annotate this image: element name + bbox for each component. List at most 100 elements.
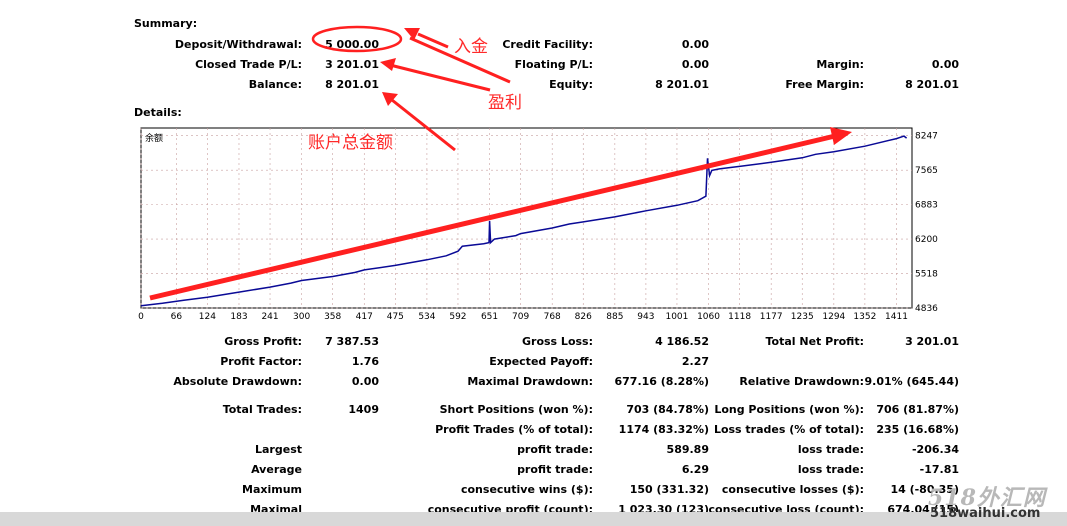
chart-y-tick-label: 7565	[915, 166, 938, 176]
rel-drawdown-label: Relative Drawdown:	[739, 375, 864, 388]
short-positions-label: Short Positions (won %):	[439, 403, 593, 416]
max-cons-wins-label: consecutive wins ($):	[460, 483, 593, 496]
floating-label: Floating P/L:	[514, 58, 593, 71]
max-cons-losses-label: consecutive losses ($):	[721, 483, 864, 496]
chart-x-tick-label: 943	[637, 312, 654, 322]
chart-y-tick-label: 8247	[915, 132, 938, 142]
chart-y-tick-label: 5518	[915, 270, 938, 280]
chart-plot-area	[140, 127, 913, 309]
chart-x-tick-label: 826	[575, 312, 592, 322]
summary-title: Summary:	[134, 17, 198, 30]
abs-drawdown-value: 0.00	[351, 375, 379, 388]
balance-label: Balance:	[248, 78, 302, 91]
chart-y-tick-label: 4836	[915, 304, 938, 314]
chart-x-tick-label: 1060	[697, 312, 720, 322]
chart-x-tick-label: 0	[138, 312, 144, 322]
total-net-profit-value: 3 201.01	[905, 335, 959, 348]
chart-series	[140, 135, 908, 307]
chart-y-tick-label: 6200	[915, 235, 938, 245]
annotation-arrows	[149, 28, 852, 301]
long-positions-label: Long Positions (won %):	[714, 403, 864, 416]
chart-x-tick-label: 1177	[760, 312, 783, 322]
average-profit-value: 6.29	[681, 463, 709, 476]
chart-x-tick-label: 885	[606, 312, 623, 322]
chart-x-tick-label: 241	[261, 312, 278, 322]
free-margin-label: Free Margin:	[785, 78, 864, 91]
balance-value: 8 201.01	[325, 78, 379, 91]
largest-profit-label: profit trade:	[517, 443, 593, 456]
chart-x-tick-label: 1001	[665, 312, 688, 322]
chart-x-tick-label: 417	[356, 312, 373, 322]
max-cons-losses-value: 14 (-80.35)	[890, 483, 959, 496]
credit-value: 0.00	[681, 38, 709, 51]
free-margin-value: 8 201.01	[905, 78, 959, 91]
chart-y-tick-label: 6883	[915, 201, 938, 211]
max-drawdown-label: Maximal Drawdown:	[467, 375, 593, 388]
chart-x-tick-label: 1235	[791, 312, 814, 322]
watermark-logo: 518外汇网	[928, 485, 1046, 511]
gross-profit-label: Gross Profit:	[224, 335, 302, 348]
loss-trades-value: 235 (16.68%)	[876, 423, 959, 436]
average-loss-value: -17.81	[919, 463, 959, 476]
profit-factor-label: Profit Factor:	[220, 355, 302, 368]
profit-annotation: 盈利	[488, 93, 522, 113]
chart-x-tick-label: 1294	[822, 312, 845, 322]
gross-profit-value: 7 387.53	[325, 335, 379, 348]
chart-x-tick-label: 592	[449, 312, 466, 322]
watermark-url: 518waihui.com	[930, 506, 1041, 521]
profit-trades-label: Profit Trades (% of total):	[435, 423, 593, 436]
average-loss-label: loss trade:	[797, 463, 864, 476]
equity-label: Equity:	[549, 78, 593, 91]
chart-x-tick-label: 1118	[728, 312, 751, 322]
deposit-highlight-ellipse	[311, 25, 403, 53]
deposit-value: 5 000.00	[325, 38, 379, 51]
deposit-annotation: 入金	[454, 37, 488, 57]
chart-x-tick-label: 534	[418, 312, 435, 322]
chart-x-tick-label: 1352	[853, 312, 876, 322]
credit-label: Credit Facility:	[502, 38, 593, 51]
total-net-profit-label: Total Net Profit:	[765, 335, 865, 348]
chart-y-ticks: 8247 7565 6883 6200 5518 4836	[915, 132, 938, 314]
chart-title: 余额	[145, 132, 163, 144]
rel-drawdown-value: 9.01% (645.44)	[864, 375, 960, 388]
margin-label: Margin:	[816, 58, 864, 71]
chart-series-line	[140, 135, 908, 307]
margin-value: 0.00	[931, 58, 959, 71]
expected-payoff-value: 2.27	[681, 355, 709, 368]
bottom-scrollbar[interactable]	[0, 512, 1067, 526]
chart-x-tick-label: 709	[512, 312, 529, 322]
loss-trades-label: Loss trades (% of total):	[713, 423, 864, 436]
largest-profit-value: 589.89	[666, 443, 709, 456]
chart-grid	[140, 128, 912, 309]
chart-x-tick-label: 300	[293, 312, 310, 322]
maximum-label: Maximum	[242, 483, 302, 496]
max-drawdown-value: 677.16 (8.28%)	[614, 375, 710, 388]
total-trades-label: Total Trades:	[222, 403, 302, 416]
chart-x-tick-label: 66	[171, 312, 183, 322]
gross-loss-label: Gross Loss:	[522, 335, 593, 348]
deposit-label: Deposit/Withdrawal:	[174, 38, 302, 51]
largest-loss-value: -206.34	[911, 443, 959, 456]
profit-trades-value: 1174 (83.32%)	[618, 423, 709, 436]
profit-arrow-2	[409, 36, 511, 84]
trend-arrow	[149, 133, 836, 301]
chart-x-tick-label: 475	[387, 312, 404, 322]
deposit-arrowhead	[404, 28, 420, 40]
balance-arrowhead	[382, 92, 398, 106]
abs-drawdown-label: Absolute Drawdown:	[173, 375, 302, 388]
chart-x-ticks: 0 66 124 183 241 300 358 417 475 534 592 651 709 768 8…	[138, 312, 908, 322]
gross-loss-value: 4 186.52	[655, 335, 709, 348]
profit-factor-value: 1.76	[351, 355, 379, 368]
balance-arrow	[391, 98, 456, 152]
details-title: Details:	[134, 106, 182, 119]
long-positions-value: 706 (81.87%)	[876, 403, 959, 416]
chart-x-tick-label: 183	[230, 312, 247, 322]
profit-arrowhead-1	[380, 58, 396, 71]
trend-arrowhead	[830, 127, 852, 145]
chart-x-tick-label: 124	[199, 312, 216, 322]
expected-payoff-label: Expected Payoff:	[489, 355, 593, 368]
largest-label: Largest	[255, 443, 302, 456]
average-label: Average	[251, 463, 302, 476]
max-cons-wins-value: 150 (331.32)	[629, 483, 709, 496]
chart-x-tick-label: 768	[544, 312, 561, 322]
